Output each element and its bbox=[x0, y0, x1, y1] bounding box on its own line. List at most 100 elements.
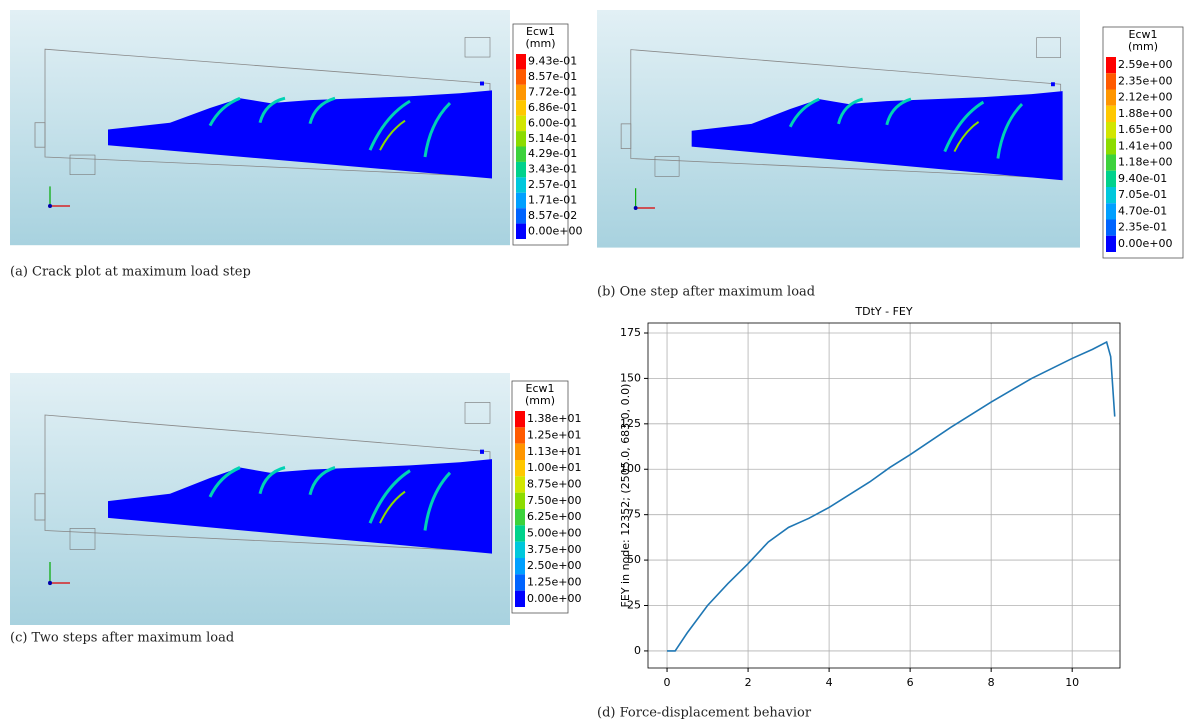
legend-label: 2.35e+00 bbox=[1118, 74, 1172, 87]
legend-label: 7.72e-01 bbox=[528, 86, 577, 99]
legend-swatch bbox=[515, 574, 525, 591]
legend-label: 7.50e+00 bbox=[527, 494, 581, 507]
legend-title: Ecw1 bbox=[526, 25, 555, 38]
y-tick-label: 175 bbox=[620, 326, 641, 339]
legend-label: 1.25e+01 bbox=[527, 429, 581, 442]
legend-label: 1.25e+00 bbox=[527, 576, 581, 589]
legend-swatch bbox=[515, 525, 525, 542]
legend-label: 1.65e+00 bbox=[1118, 123, 1172, 136]
legend-swatch bbox=[516, 100, 526, 116]
caption: (a) Crack plot at maximum load step bbox=[10, 265, 251, 280]
legend-label: 1.00e+01 bbox=[527, 461, 581, 474]
legend-swatch bbox=[515, 427, 525, 444]
legend-swatch bbox=[515, 558, 525, 575]
legend-label: 6.25e+00 bbox=[527, 510, 581, 523]
legend-label: 6.00e-01 bbox=[528, 116, 577, 129]
legend-label: 3.43e-01 bbox=[528, 163, 577, 176]
legend-swatch bbox=[1106, 154, 1116, 171]
legend-title: Ecw1 bbox=[1129, 28, 1158, 41]
legend-swatch bbox=[1106, 105, 1116, 122]
legend-label: 0.00e+00 bbox=[1118, 237, 1172, 250]
legend-label: 0.00e+00 bbox=[528, 224, 582, 237]
x-tick-label: 4 bbox=[826, 676, 833, 689]
legend-label: 2.50e+00 bbox=[527, 559, 581, 572]
legend-swatch bbox=[1106, 187, 1116, 204]
legend-swatch bbox=[516, 131, 526, 147]
legend-swatch bbox=[516, 115, 526, 132]
legend-label: 1.38e+01 bbox=[527, 412, 581, 425]
plot-frame bbox=[647, 322, 1121, 669]
legend-unit: (mm) bbox=[1128, 40, 1158, 53]
legend-label: 8.57e-02 bbox=[528, 209, 577, 222]
y-tick-label: 25 bbox=[627, 599, 641, 612]
legend-label: 2.57e-01 bbox=[528, 178, 577, 191]
y-axis-label: FEY in node: 12352; (2505.0, 683.0, 0.0) bbox=[619, 384, 632, 608]
chart-title: TDtY - FEY bbox=[854, 305, 912, 318]
crack-plot bbox=[595, 8, 1082, 250]
legend-label: 4.29e-01 bbox=[528, 147, 577, 160]
legend-swatch bbox=[516, 54, 526, 70]
caption: (b) One step after maximum load bbox=[597, 285, 815, 300]
y-tick-label: 150 bbox=[620, 371, 641, 384]
legend-swatch bbox=[516, 161, 526, 178]
legend-swatch bbox=[515, 590, 525, 607]
legend-swatch bbox=[1106, 219, 1116, 236]
y-tick-label: 125 bbox=[620, 417, 641, 430]
legend-label: 4.70e-01 bbox=[1118, 204, 1167, 217]
caption: (c) Two steps after maximum load bbox=[10, 631, 234, 646]
legend-label: 8.75e+00 bbox=[527, 478, 581, 491]
legend-swatch bbox=[516, 177, 526, 193]
legend-swatch bbox=[1106, 235, 1116, 252]
legend-swatch bbox=[515, 509, 525, 526]
legend-label: 3.75e+00 bbox=[527, 543, 581, 556]
x-tick-label: 0 bbox=[664, 676, 671, 689]
legend-label: 0.00e+00 bbox=[527, 592, 581, 605]
legend-swatch bbox=[515, 460, 525, 477]
y-tick-label: 0 bbox=[634, 644, 641, 657]
x-tick-label: 6 bbox=[907, 676, 914, 689]
legend-swatch bbox=[516, 146, 526, 162]
legend-label: 2.35e-01 bbox=[1118, 221, 1167, 234]
legend-swatch bbox=[515, 443, 525, 460]
crack-plot bbox=[8, 8, 512, 247]
legend-title: Ecw1 bbox=[526, 382, 555, 395]
legend-swatch bbox=[1106, 170, 1116, 187]
legend-unit: (mm) bbox=[525, 394, 555, 407]
legend-swatch bbox=[515, 476, 525, 493]
data-line bbox=[667, 340, 1116, 652]
legend-label: 8.57e-01 bbox=[528, 70, 577, 83]
legend-swatch bbox=[1106, 138, 1116, 155]
legend-label: 2.59e+00 bbox=[1118, 58, 1172, 71]
legend-swatch bbox=[515, 411, 525, 428]
legend-swatch bbox=[1106, 203, 1116, 220]
legend-label: 1.71e-01 bbox=[528, 193, 577, 206]
legend-box bbox=[1102, 26, 1184, 259]
legend-swatch bbox=[1106, 122, 1116, 139]
legend-swatch bbox=[1106, 57, 1116, 74]
legend-label: 5.00e+00 bbox=[527, 527, 581, 540]
legend-label: 1.88e+00 bbox=[1118, 107, 1172, 120]
legend-label: 6.86e-01 bbox=[528, 101, 577, 114]
x-tick-label: 2 bbox=[745, 676, 752, 689]
legend-swatch bbox=[516, 192, 526, 209]
legend-swatch bbox=[1106, 73, 1116, 90]
legend-label: 1.18e+00 bbox=[1118, 156, 1172, 169]
legend-label: 9.43e-01 bbox=[528, 55, 577, 68]
caption: (d) Force-displacement behavior bbox=[597, 706, 812, 721]
legend-swatch bbox=[516, 208, 526, 224]
legend-label: 9.40e-01 bbox=[1118, 172, 1167, 185]
legend-label: 5.14e-01 bbox=[528, 132, 577, 145]
y-tick-label: 50 bbox=[627, 553, 641, 566]
legend-label: 1.13e+01 bbox=[527, 445, 581, 458]
legend-swatch bbox=[516, 69, 526, 85]
legend-swatch bbox=[516, 223, 526, 239]
legend-swatch bbox=[516, 84, 526, 101]
y-tick-label: 100 bbox=[620, 462, 641, 475]
legend-swatch bbox=[515, 541, 525, 558]
x-tick-label: 8 bbox=[988, 676, 995, 689]
y-tick-label: 75 bbox=[627, 508, 641, 521]
legend-label: 2.12e+00 bbox=[1118, 91, 1172, 104]
legend-label: 7.05e-01 bbox=[1118, 188, 1167, 201]
crack-plot bbox=[8, 371, 512, 627]
